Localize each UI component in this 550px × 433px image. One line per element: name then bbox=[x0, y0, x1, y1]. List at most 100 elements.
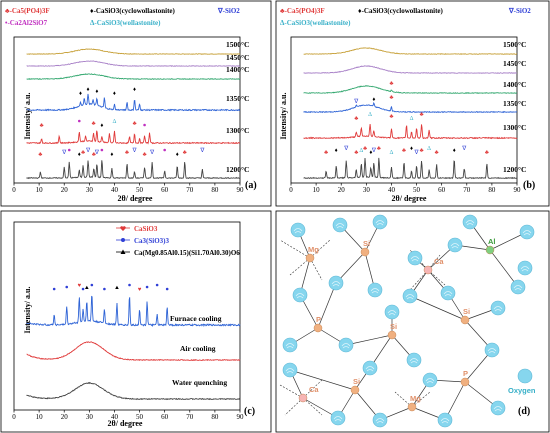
panel-b-series-1300-c bbox=[303, 123, 518, 140]
panel-b-tag: (b) bbox=[523, 180, 535, 191]
panel-b-marker-club: ♣ bbox=[363, 146, 367, 152]
panel-b-series-1450-c bbox=[303, 65, 518, 74]
panel-a-marker-club: ♣ bbox=[38, 152, 42, 158]
bond-line bbox=[409, 295, 466, 321]
panel-a-marker-nabla: ∇ bbox=[94, 149, 100, 156]
oxygen-atom bbox=[440, 285, 456, 301]
oxygen-atom bbox=[437, 412, 453, 428]
panel-b-xlabel: 2θ/ degree bbox=[392, 194, 427, 203]
panel-a-marker-club: ♣ bbox=[81, 150, 85, 156]
oxygen-atom-shine bbox=[375, 220, 385, 226]
panel-b-legend-fluorapatite: ♣-Ca5(PO4)3F bbox=[280, 7, 325, 15]
panel-a-xtick-label: 0 bbox=[12, 186, 16, 194]
panel-b-marker-nabla: ∇ bbox=[461, 145, 467, 152]
oxygen-atom-shine bbox=[375, 418, 385, 424]
panel-c-xtick-label: 0 bbox=[12, 413, 16, 421]
panel-b-marker-club: ♣ bbox=[435, 150, 439, 156]
cation-atom bbox=[460, 315, 470, 325]
panel-a-xtick-label: 80 bbox=[211, 186, 219, 194]
cation-label: Si bbox=[390, 322, 397, 331]
panel-c-legend-ca3sio3: Ca3(SiO3)3 bbox=[134, 237, 170, 245]
panel-b-xtick-label: 60 bbox=[438, 186, 446, 194]
panel-a-marker-diamond: ♦ bbox=[113, 91, 116, 97]
panel-b-marker-club: ♣ bbox=[377, 146, 381, 152]
panel-b-marker-club: ♣ bbox=[389, 95, 393, 101]
oxygen-atom-shine bbox=[440, 418, 450, 424]
panel-b-label-1400: 1400°C bbox=[503, 80, 526, 89]
panel-b-marker-triangle: Δ bbox=[359, 148, 363, 154]
cation-label: P bbox=[463, 369, 468, 378]
oxygen-atom bbox=[292, 287, 308, 303]
oxygen-atom bbox=[490, 400, 506, 416]
panel-b: 0 10 20 30 40 50 60 70 80 90 ♣∇ ♦ ♣♣Δ ♣ Δ♣♣ ♦ ∇♣ Δ ♣♦ ∇ ♣Δ ♣… bbox=[275, 0, 550, 207]
oxygen-atom-shine bbox=[295, 293, 305, 299]
panel-a: 0 10 20 30 40 50 60 70 80 90 ♦♦ ♦ ♦♦♣ ♣ ♦Δ ♣♣ ∇ ♦ ♣ ∇♣ ∇ ♦ ♣ ∇… bbox=[0, 0, 272, 207]
oxygen-atom-shine bbox=[425, 378, 435, 384]
panel-c-curves: ♥♥ bbox=[26, 283, 241, 401]
panel-a-legend-silica: ∇-SiO2 bbox=[217, 7, 240, 15]
panel-a-marker-club: ♣ bbox=[143, 152, 147, 158]
oxygen-atom-shine bbox=[370, 288, 380, 294]
panel-b-xtick-label: 80 bbox=[488, 186, 496, 194]
oxygen-atom bbox=[402, 288, 418, 304]
silicate-network-diagram: Mg Si Ca Al Si P Si Ca Si Mg P bbox=[279, 214, 535, 428]
panel-c-xtick-label: 90 bbox=[237, 413, 245, 421]
panel-a-marker-club: ♣ bbox=[92, 121, 96, 127]
panel-a-marker-diamond: ♦ bbox=[95, 89, 98, 95]
panel-a-curves: ♦♦ ♦ ♦♦♣ ♣ ♦Δ ♣♣ ∇ ♦ ♣ ∇♣ ∇ ♦ ♣ ∇♣ ∇ ♦ ♣ ∇ bbox=[26, 48, 241, 180]
panel-a-marker-triangle: Δ bbox=[113, 119, 117, 125]
panel-a-marker-club: ♣ bbox=[133, 121, 137, 127]
panel-b-marker-nabla: ∇ bbox=[371, 147, 377, 154]
ionic-bond-line bbox=[409, 269, 429, 291]
bond-line bbox=[489, 249, 519, 288]
panel-b-marker-diamond: ♦ bbox=[335, 148, 338, 154]
oxygen-atom-shine bbox=[285, 368, 295, 374]
panel-b-marker-diamond: ♦ bbox=[410, 146, 413, 152]
panel-a-marker-nabla: ∇ bbox=[85, 147, 91, 154]
panel-a-series-1350-c bbox=[26, 93, 241, 112]
panel-b-series-1400-c bbox=[303, 85, 517, 95]
panel-a-marker-diamond: ♦ bbox=[110, 152, 113, 158]
panel-b-marker-club: ♣ bbox=[324, 150, 328, 156]
panel-a-label-1350: 1350°C bbox=[226, 94, 249, 103]
panel-b-ylabel: Intensity/ a.u. bbox=[279, 93, 288, 140]
panel-a-marker-nabla: ∇ bbox=[149, 149, 155, 156]
panel-a-label-1200: 1200°C bbox=[226, 165, 249, 174]
oxygen-atom bbox=[462, 214, 478, 230]
panel-c-marker-bluedot bbox=[128, 283, 131, 287]
panel-a-marker-dot bbox=[100, 148, 104, 152]
panel-b-plot-border bbox=[290, 36, 518, 184]
panel-a-marker-club: ♣ bbox=[40, 123, 44, 129]
cation-atom bbox=[305, 253, 315, 263]
oxygen-atom-shine bbox=[409, 358, 419, 364]
panel-c-plot-border bbox=[13, 221, 241, 411]
oxygen-legend-icon bbox=[517, 368, 533, 384]
panel-a-series-1450-c bbox=[26, 60, 241, 67]
panel-b-marker-club: ♣ bbox=[485, 150, 489, 156]
panel-b-xtick-label: 70 bbox=[463, 186, 471, 194]
panel-c-legend-casio3: CaSiO3 bbox=[134, 225, 158, 233]
oxygen-atom bbox=[282, 337, 298, 353]
panel-c-marker-blacktriangle bbox=[115, 285, 119, 289]
panel-a-xtick-label: 20 bbox=[61, 186, 69, 194]
panel-d-legend-oxygen: Oxygen bbox=[508, 386, 536, 395]
panel-a-marker-diamond: ♦ bbox=[87, 87, 90, 93]
panel-a-xlabel: 2θ/ degree bbox=[118, 194, 153, 203]
cation-atom bbox=[298, 393, 308, 403]
cation-label: Al bbox=[488, 237, 496, 246]
panel-b-marker-triangle: Δ bbox=[390, 150, 394, 156]
cation-atom bbox=[423, 265, 433, 275]
oxygen-atom-shine bbox=[293, 228, 303, 234]
panel-c-label-air: Air cooling bbox=[180, 344, 216, 353]
panel-b-label-1450: 1450°C bbox=[503, 59, 526, 68]
panel-c-series-air-cooling bbox=[26, 341, 241, 362]
oxygen-atom-shine bbox=[387, 310, 397, 316]
panel-a-series-1300-c bbox=[26, 130, 241, 145]
panel-c-xlabel: 2θ/ degree bbox=[108, 419, 143, 428]
panel-a-plot-border bbox=[13, 36, 241, 184]
oxygen-atom-shine bbox=[450, 243, 460, 249]
cation-label: P bbox=[316, 315, 321, 324]
panel-a-marker-diamond: ♦ bbox=[78, 152, 81, 158]
panel-b-xtick-label: 40 bbox=[388, 186, 396, 194]
